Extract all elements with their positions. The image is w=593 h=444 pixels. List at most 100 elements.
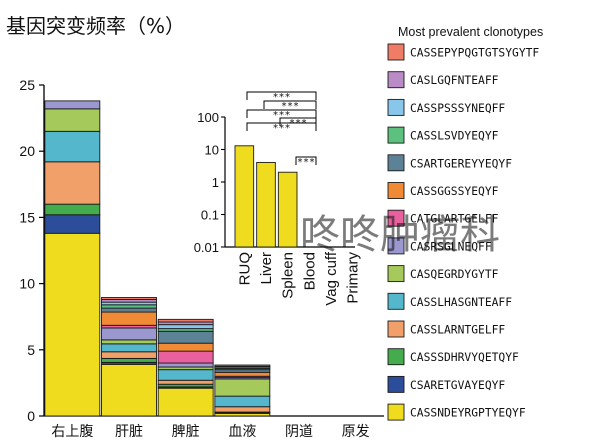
inset-category-label: Vag cuff	[323, 251, 340, 305]
inset-bar	[277, 171, 298, 248]
significance-bracket	[246, 109, 317, 118]
x-category-label: 肝脏	[115, 424, 143, 440]
x-category-label: 阴道	[285, 424, 313, 440]
bar-segment	[214, 395, 271, 408]
legend-entry-label: CASQEGRDYGYTF	[410, 268, 499, 281]
legend-entry-label: CASSSDHRVYQETQYF	[410, 351, 519, 364]
y-tick-label: 20	[19, 143, 35, 159]
significance-label: ***	[272, 92, 290, 103]
x-axis-labels: 右上腹 肝脏 脾脏 血液 阴道 原发	[51, 423, 369, 440]
y-tick-label: 25	[19, 77, 35, 93]
significance-label: ***	[297, 157, 315, 168]
legend-swatch	[387, 320, 405, 338]
legend-title: Most prevalent clonotypes	[398, 25, 543, 39]
legend-entry-label: CSARTGEREYYEQYF	[410, 157, 512, 170]
legend-entry-label: CASRSGLNEQFF	[410, 240, 492, 253]
significance-label: ***	[289, 118, 307, 129]
legend-entry-label: CASSLHASGNTEAFF	[410, 296, 512, 309]
significance-bracket	[295, 156, 317, 165]
inset-bar	[256, 161, 276, 248]
watermark-text: 咚咚肿瘤科	[300, 212, 500, 258]
inset-log-chart: 100 10 1 0.1 0.01 RUQ Liver Spleen Blood Vag cuff…	[194, 91, 362, 306]
inset-category-label: RUQ	[236, 252, 253, 285]
bar-segment	[101, 304, 157, 309]
x-category-label: 血液	[228, 424, 256, 440]
inset-y-tick-label: 10	[205, 143, 219, 158]
bar-segment	[101, 351, 157, 359]
legend-swatch	[387, 292, 405, 310]
x-category-label: 右上腹	[51, 423, 93, 440]
bar-segment	[101, 339, 157, 345]
significance-label: ***	[281, 101, 299, 112]
significance-bracket	[246, 122, 317, 131]
legend-swatch	[387, 237, 405, 255]
bar-segment	[101, 343, 157, 353]
legend-entry-label: CATGLARTGELFF	[410, 213, 499, 226]
legend-entry-label: CSARETGVAYEQYF	[410, 379, 505, 392]
inset-category-label: Liver	[258, 252, 275, 285]
bar-segment	[214, 378, 271, 397]
bar-segment	[157, 369, 214, 381]
bar-segment	[44, 100, 101, 110]
inset-category-label: Blood	[301, 252, 318, 290]
legend-entry-label: CASSNDEYRGPTYEQYF	[410, 407, 526, 420]
significance-label: ***	[272, 110, 290, 121]
x-category-label: 原发	[342, 424, 370, 440]
inset-y-tick-label: 0.1	[201, 208, 219, 223]
legend-entry-label: CASSPSSSYNEQFF	[410, 102, 505, 115]
x-category-label: 脾脏	[172, 424, 200, 440]
significance-bracket	[246, 91, 317, 100]
main-bars	[44, 100, 271, 417]
y-tick-label: 10	[19, 276, 35, 292]
bar-segment	[157, 362, 214, 368]
inset-y-tick-label: 100	[197, 110, 219, 125]
inset-bar	[234, 145, 255, 248]
bar-segment	[101, 307, 157, 313]
inset-y-tick-label: 1	[212, 175, 219, 190]
bar-segment	[157, 350, 214, 364]
main-axes: 0 5 10 15 20 25	[19, 77, 384, 424]
y-tick-label: 0	[27, 408, 35, 424]
bar-segment	[44, 108, 101, 132]
bar-segment	[101, 297, 157, 300]
bar-segment	[101, 327, 157, 341]
bar-segment	[157, 324, 214, 330]
bar-segment	[157, 342, 214, 352]
bar-segment	[44, 161, 101, 205]
bar-segment	[157, 330, 214, 344]
legend-entry-label: CASSLSVDYEQYF	[410, 130, 499, 143]
bar-segment	[214, 406, 271, 413]
legend-entry-label: CASSLARNTGELFF	[410, 324, 505, 337]
legend-swatch	[387, 265, 405, 283]
legend-entry-label: CASSEPYPQGTGTSYGYTF	[410, 47, 539, 60]
inset-category-label: Primary	[345, 252, 362, 304]
bar-segment	[157, 379, 214, 385]
legend-entry-label: CASLGQFNTEAFF	[410, 74, 499, 87]
bar-segment	[101, 311, 157, 326]
y-tick-label: 5	[27, 342, 35, 358]
bar-segment	[44, 214, 101, 234]
significance-bracket	[279, 117, 317, 126]
legend-swatch	[387, 375, 405, 393]
legend-swatch	[387, 43, 405, 61]
bar-segment	[214, 371, 271, 377]
legend-swatch	[387, 126, 405, 144]
legend-swatch	[387, 98, 405, 116]
bar-segment	[44, 130, 101, 163]
bar-segment	[157, 318, 214, 323]
bar-segment	[157, 387, 214, 417]
significance-label: ***	[272, 123, 290, 134]
bar-segment	[101, 357, 157, 363]
legend: Most prevalent clonotypes CASSEPYPQGTGTS…	[387, 25, 543, 421]
legend-swatch	[387, 154, 405, 172]
bar-segment	[214, 364, 271, 367]
legend-swatch	[387, 348, 405, 366]
bar-segment	[44, 232, 101, 417]
legend-swatch	[387, 182, 405, 199]
legend-swatch	[387, 403, 405, 421]
chart-title: 基因突变频率（%）	[6, 14, 185, 38]
significance-bracket	[263, 100, 317, 109]
legend-swatch	[387, 209, 405, 227]
inset-category-label: Spleen	[280, 252, 297, 299]
